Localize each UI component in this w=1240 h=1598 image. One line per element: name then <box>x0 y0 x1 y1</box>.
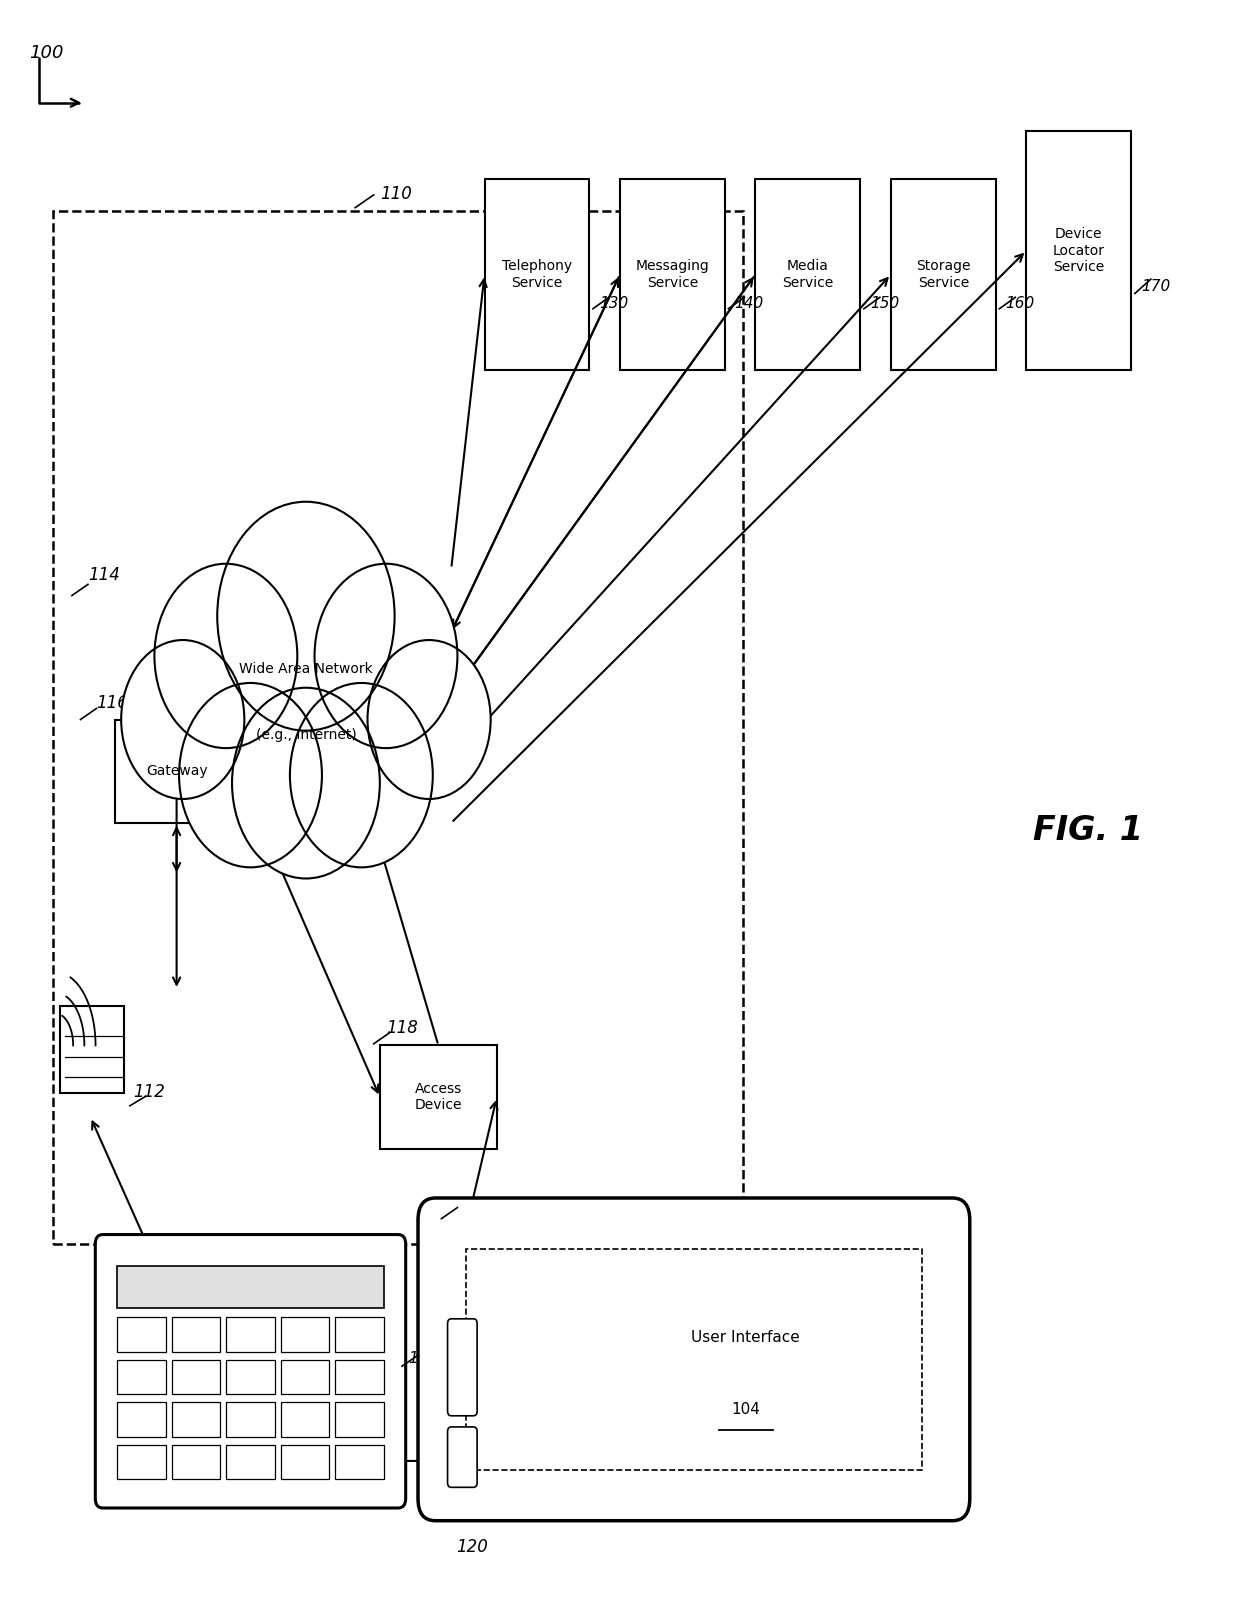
Bar <box>335 1360 383 1395</box>
Text: Device
Locator
Service: Device Locator Service <box>1053 227 1105 273</box>
Text: Telephony
Service: Telephony Service <box>502 259 572 289</box>
Text: Media
Service: Media Service <box>782 259 833 289</box>
FancyBboxPatch shape <box>418 1198 970 1521</box>
Bar <box>335 1317 383 1352</box>
Ellipse shape <box>290 682 433 868</box>
Text: 110: 110 <box>379 185 412 203</box>
Text: 100: 100 <box>29 43 63 62</box>
Text: 112: 112 <box>134 1083 165 1101</box>
Text: Storage
Service: Storage Service <box>916 259 971 289</box>
Bar <box>280 1317 329 1352</box>
Bar <box>280 1360 329 1395</box>
Bar <box>118 1360 166 1395</box>
FancyBboxPatch shape <box>892 179 996 369</box>
Bar <box>280 1445 329 1480</box>
FancyBboxPatch shape <box>115 719 238 823</box>
Text: Gateway: Gateway <box>146 764 207 778</box>
Ellipse shape <box>217 502 394 730</box>
FancyBboxPatch shape <box>95 1235 405 1509</box>
Text: Messaging
Service: Messaging Service <box>635 259 709 289</box>
Bar <box>118 1266 383 1307</box>
Text: 150: 150 <box>870 296 899 310</box>
FancyBboxPatch shape <box>60 1005 124 1093</box>
FancyBboxPatch shape <box>1027 131 1131 369</box>
Text: Access
Device: Access Device <box>414 1082 463 1112</box>
Bar <box>227 1403 274 1437</box>
Bar <box>227 1317 274 1352</box>
Text: 118: 118 <box>386 1020 418 1037</box>
Text: FIG. 1: FIG. 1 <box>1033 815 1143 847</box>
Text: 114: 114 <box>88 566 120 585</box>
Bar <box>466 1250 921 1470</box>
Bar <box>227 1445 274 1480</box>
FancyBboxPatch shape <box>485 179 589 369</box>
Text: 140: 140 <box>734 296 764 310</box>
Text: 104: 104 <box>732 1401 760 1417</box>
Bar <box>118 1445 166 1480</box>
Text: 102B: 102B <box>450 1197 490 1213</box>
Ellipse shape <box>179 682 322 868</box>
Text: 120: 120 <box>456 1539 489 1556</box>
Ellipse shape <box>315 564 458 748</box>
Text: 116: 116 <box>97 694 129 711</box>
FancyBboxPatch shape <box>448 1318 477 1416</box>
Bar <box>172 1445 221 1480</box>
Ellipse shape <box>232 687 379 879</box>
Text: 130: 130 <box>599 296 629 310</box>
Bar <box>172 1403 221 1437</box>
Text: 160: 160 <box>1006 296 1034 310</box>
Bar <box>335 1403 383 1437</box>
Bar <box>118 1317 166 1352</box>
Bar <box>280 1403 329 1437</box>
Text: 170: 170 <box>1141 278 1171 294</box>
FancyBboxPatch shape <box>379 1045 497 1149</box>
Ellipse shape <box>122 641 244 799</box>
Bar <box>118 1403 166 1437</box>
FancyBboxPatch shape <box>620 179 724 369</box>
Text: (e.g., Internet): (e.g., Internet) <box>255 729 356 743</box>
Text: Wide Area Network: Wide Area Network <box>239 662 373 676</box>
Bar <box>227 1360 274 1395</box>
FancyBboxPatch shape <box>755 179 861 369</box>
Bar <box>172 1317 221 1352</box>
Bar <box>53 211 743 1245</box>
Bar <box>172 1360 221 1395</box>
Ellipse shape <box>155 564 298 748</box>
Bar <box>335 1445 383 1480</box>
FancyBboxPatch shape <box>448 1427 477 1488</box>
Text: 102A: 102A <box>408 1350 448 1366</box>
Ellipse shape <box>367 641 491 799</box>
Text: User Interface: User Interface <box>691 1330 800 1344</box>
